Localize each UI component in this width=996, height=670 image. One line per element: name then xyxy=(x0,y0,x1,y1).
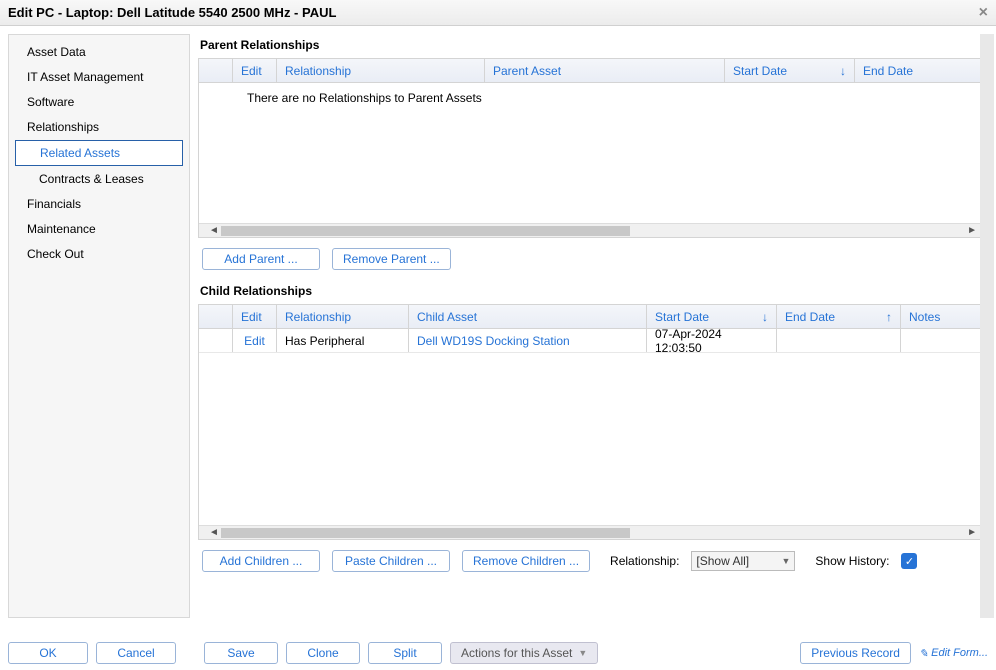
parent-hscroll[interactable]: ◄ ► xyxy=(199,223,987,237)
row-edit-link[interactable]: Edit xyxy=(233,329,277,352)
parent-section-title: Parent Relationships xyxy=(198,34,988,58)
dropdown-icon: ▼ xyxy=(782,556,791,566)
child-hscroll[interactable]: ◄ ► xyxy=(199,525,987,539)
col-notes[interactable]: Notes xyxy=(901,305,987,328)
sort-asc-icon: ↑ xyxy=(886,310,892,324)
col-start-date-label: Start Date xyxy=(733,64,787,78)
parent-empty-message: There are no Relationships to Parent Ass… xyxy=(247,91,482,105)
row-notes xyxy=(901,329,987,352)
child-grid-body-empty xyxy=(199,353,987,525)
main-area: Asset Data IT Asset Management Software … xyxy=(0,26,996,626)
sidebar-item-it-asset-management[interactable]: IT Asset Management xyxy=(15,65,183,89)
pencil-icon: ✎ xyxy=(919,647,928,660)
actions-label: Actions for this Asset xyxy=(461,646,572,660)
paste-children-button[interactable]: Paste Children ... xyxy=(332,550,450,572)
parent-grid-header: Edit Relationship Parent Asset Start Dat… xyxy=(199,59,987,83)
close-icon[interactable]: × xyxy=(979,4,988,22)
col-end-date[interactable]: End Date ↑ xyxy=(777,305,901,328)
clone-button[interactable]: Clone xyxy=(286,642,360,664)
add-parent-button[interactable]: Add Parent ... xyxy=(202,248,320,270)
cancel-button[interactable]: Cancel xyxy=(96,642,176,664)
footer-buttons: OK Cancel Save Clone Split Actions for t… xyxy=(8,642,988,664)
col-end-date[interactable]: End Date xyxy=(855,59,987,82)
col-edit[interactable]: Edit xyxy=(233,59,277,82)
child-grid-header: Edit Relationship Child Asset Start Date… xyxy=(199,305,987,329)
row-handle[interactable] xyxy=(199,329,233,352)
sidebar-item-maintenance[interactable]: Maintenance xyxy=(15,217,183,241)
relationship-filter-label: Relationship: xyxy=(610,554,679,568)
row-end-date xyxy=(777,329,901,352)
remove-children-button[interactable]: Remove Children ... xyxy=(462,550,590,572)
window-titlebar: Edit PC - Laptop: Dell Latitude 5540 250… xyxy=(0,0,996,26)
sort-desc-icon: ↓ xyxy=(840,64,846,78)
row-start-date: 07-Apr-2024 12:03:50 xyxy=(647,329,777,352)
scroll-thumb[interactable] xyxy=(221,528,630,538)
col-end-date-label: End Date xyxy=(785,310,835,324)
parent-buttons: Add Parent ... Remove Parent ... xyxy=(198,238,988,280)
row-relationship: Has Peripheral xyxy=(277,329,409,352)
remove-parent-button[interactable]: Remove Parent ... xyxy=(332,248,451,270)
window-title: Edit PC - Laptop: Dell Latitude 5540 250… xyxy=(8,5,336,20)
show-history-label: Show History: xyxy=(815,554,889,568)
col-handle[interactable] xyxy=(199,305,233,328)
sidebar-item-check-out[interactable]: Check Out xyxy=(15,242,183,266)
ok-button[interactable]: OK xyxy=(8,642,88,664)
save-button[interactable]: Save xyxy=(204,642,278,664)
scroll-thumb[interactable] xyxy=(221,226,630,236)
parent-grid-body: There are no Relationships to Parent Ass… xyxy=(199,83,987,223)
relationship-filter-select[interactable]: [Show All] ▼ xyxy=(691,551,795,571)
dropdown-icon: ▼ xyxy=(578,648,587,658)
col-start-date[interactable]: Start Date ↓ xyxy=(725,59,855,82)
parent-grid: Edit Relationship Parent Asset Start Dat… xyxy=(198,58,988,238)
edit-form-label: Edit Form... xyxy=(931,647,988,659)
sidebar-item-financials[interactable]: Financials xyxy=(15,192,183,216)
sidebar-item-relationships[interactable]: Relationships xyxy=(15,115,183,139)
show-history-checkbox[interactable]: ✓ xyxy=(901,553,917,569)
scroll-right-icon[interactable]: ► xyxy=(965,225,979,236)
sidebar-item-contracts-leases[interactable]: Contracts & Leases xyxy=(15,167,183,191)
col-relationship[interactable]: Relationship xyxy=(277,59,485,82)
col-handle[interactable] xyxy=(199,59,233,82)
sidebar-item-related-assets[interactable]: Related Assets xyxy=(15,140,183,166)
add-children-button[interactable]: Add Children ... xyxy=(202,550,320,572)
previous-record-button[interactable]: Previous Record xyxy=(800,642,911,664)
child-row[interactable]: Edit Has Peripheral Dell WD19S Docking S… xyxy=(199,329,987,353)
col-edit[interactable]: Edit xyxy=(233,305,277,328)
content-panel: Parent Relationships Edit Relationship P… xyxy=(198,34,988,618)
actions-for-asset-button[interactable]: Actions for this Asset ▼ xyxy=(450,642,598,664)
child-buttons: Add Children ... Paste Children ... Remo… xyxy=(198,540,988,582)
sidebar: Asset Data IT Asset Management Software … xyxy=(8,34,190,618)
col-relationship[interactable]: Relationship xyxy=(277,305,409,328)
child-section-title: Child Relationships xyxy=(198,280,988,304)
scroll-track[interactable] xyxy=(221,226,965,236)
scroll-left-icon[interactable]: ◄ xyxy=(207,527,221,538)
col-start-date[interactable]: Start Date ↓ xyxy=(647,305,777,328)
sort-desc-icon: ↓ xyxy=(762,310,768,324)
row-child-asset-link[interactable]: Dell WD19S Docking Station xyxy=(409,329,647,352)
col-parent-asset[interactable]: Parent Asset xyxy=(485,59,725,82)
split-button[interactable]: Split xyxy=(368,642,442,664)
scroll-right-icon[interactable]: ► xyxy=(965,527,979,538)
sidebar-item-asset-data[interactable]: Asset Data xyxy=(15,40,183,64)
scroll-track[interactable] xyxy=(221,528,965,538)
sidebar-item-software[interactable]: Software xyxy=(15,90,183,114)
scroll-left-icon[interactable]: ◄ xyxy=(207,225,221,236)
child-grid: Edit Relationship Child Asset Start Date… xyxy=(198,304,988,540)
edit-form-link[interactable]: ✎ Edit Form... xyxy=(919,647,988,660)
col-start-date-label: Start Date xyxy=(655,310,709,324)
col-child-asset[interactable]: Child Asset xyxy=(409,305,647,328)
relationship-filter-value: [Show All] xyxy=(696,554,749,568)
